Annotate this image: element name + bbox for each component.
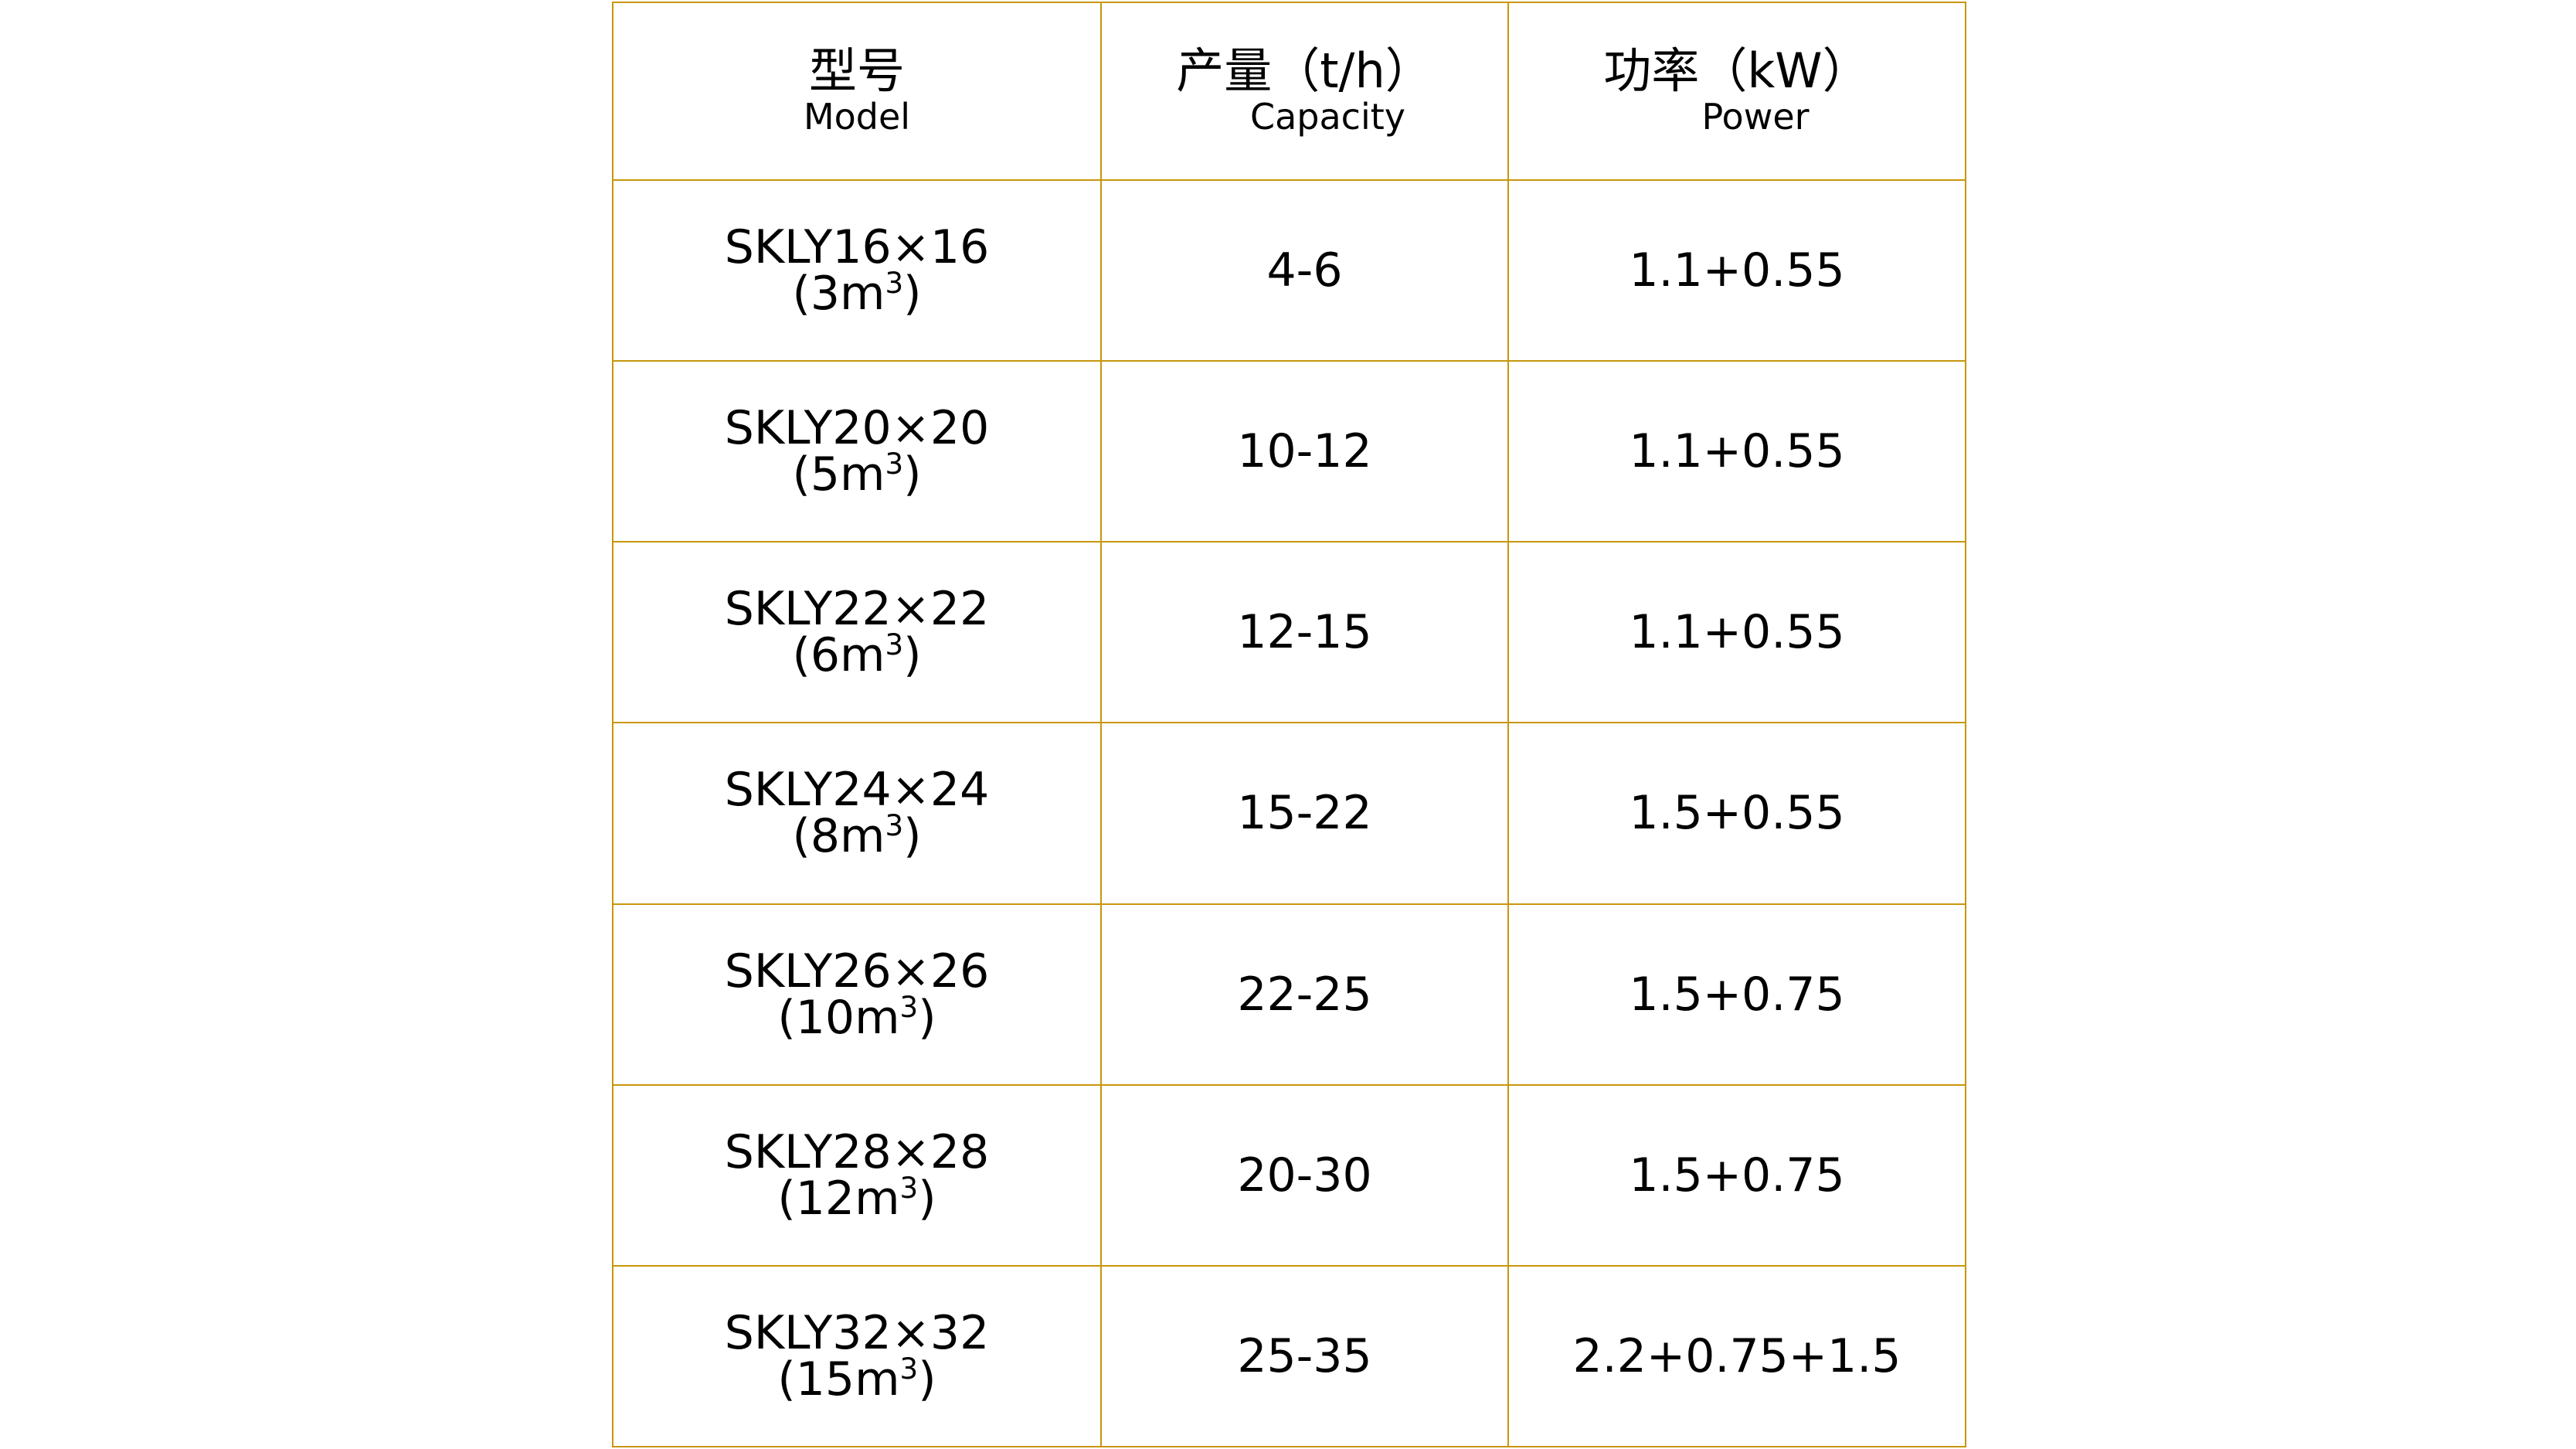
model-volume-close-paren: ) [918, 1352, 936, 1406]
table-body: SKLY16×16 (3m3) 4-6 1.1+0.55 SKLY20×20 (5m3) 1… [612, 179, 1966, 1448]
table-row: SKLY32×32 (15m3) 25-35 2.2+0.75+1.5 [612, 1264, 1966, 1448]
cell-power: 1.1+0.55 [1507, 360, 1966, 543]
model-volume: (12m3) [613, 1173, 1100, 1222]
cell-capacity: 15-22 [1100, 722, 1509, 905]
model-volume: (6m3) [613, 631, 1100, 679]
model-volume-close-paren: ) [903, 628, 922, 683]
cell-power: 1.5+0.75 [1507, 903, 1966, 1086]
model-volume-close-paren: ) [903, 447, 922, 502]
table-row: SKLY20×20 (5m3) 10-12 1.1+0.55 [612, 360, 1966, 543]
cell-capacity: 25-35 [1100, 1264, 1509, 1448]
model-volume: (5m3) [613, 450, 1100, 498]
cell-capacity: 10-12 [1100, 360, 1509, 543]
model-volume-exponent: 3 [885, 628, 904, 662]
table-row: SKLY26×26 (10m3) 22-25 1.5+0.75 [612, 903, 1966, 1086]
model-code: SKLY32×32 [724, 1305, 990, 1360]
model-code: SKLY16×16 [724, 220, 990, 275]
model-volume-exponent: 3 [885, 266, 904, 301]
header-row: 型号 Model 产量（t/h） Capacity 功率（kW） Power [612, 2, 1966, 181]
model-code: SKLY24×24 [724, 763, 990, 818]
column-header-model: 型号 Model [612, 2, 1102, 181]
model-volume-close-paren: ) [918, 1171, 936, 1226]
model-volume-value: (3m [792, 267, 885, 321]
cell-model: SKLY26×26 (10m3) [612, 903, 1102, 1086]
cell-power: 1.5+0.55 [1507, 722, 1966, 905]
model-volume-value: (5m [792, 447, 885, 502]
table-header: 型号 Model 产量（t/h） Capacity 功率（kW） Power [612, 2, 1966, 181]
model-volume-exponent: 3 [885, 808, 904, 843]
model-volume-close-paren: ) [903, 809, 922, 864]
model-volume-value: (6m [792, 628, 885, 683]
cell-capacity: 4-6 [1100, 179, 1509, 362]
model-volume-close-paren: ) [903, 267, 922, 321]
cell-model: SKLY22×22 (6m3) [612, 541, 1102, 724]
cell-model: SKLY28×28 (12m3) [612, 1083, 1102, 1267]
model-volume-value: (8m [792, 809, 885, 864]
cell-model: SKLY16×16 (3m3) [612, 179, 1102, 362]
table-row: SKLY16×16 (3m3) 4-6 1.1+0.55 [612, 179, 1966, 362]
column-header-model-cn: 型号 [808, 42, 905, 99]
model-volume-value: (10m [777, 990, 900, 1045]
table-row: SKLY24×24 (8m3) 15-22 1.5+0.55 [612, 722, 1966, 905]
model-volume-close-paren: ) [918, 990, 936, 1045]
model-volume-exponent: 3 [899, 989, 919, 1024]
model-code: SKLY22×22 [724, 582, 990, 637]
cell-model: SKLY24×24 (8m3) [612, 722, 1102, 905]
column-header-model-en: Model [803, 95, 911, 138]
cell-power: 1.5+0.75 [1507, 1083, 1966, 1267]
table-row: SKLY28×28 (12m3) 20-30 1.5+0.75 [612, 1083, 1966, 1267]
column-header-capacity-cn: 产量（t/h） [1176, 42, 1433, 99]
model-volume-value: (15m [777, 1352, 900, 1406]
cell-power: 1.1+0.55 [1507, 179, 1966, 362]
column-header-power: 功率（kW） Power [1507, 2, 1966, 181]
column-header-power-en: Power [1701, 95, 1810, 138]
model-volume-value: (12m [777, 1171, 900, 1226]
specification-table: 型号 Model 产量（t/h） Capacity 功率（kW） Power S… [612, 2, 1966, 1448]
cell-power: 1.1+0.55 [1507, 541, 1966, 724]
model-volume-exponent: 3 [885, 447, 904, 481]
column-header-power-cn: 功率（kW） [1603, 42, 1871, 99]
cell-capacity: 20-30 [1100, 1083, 1509, 1267]
model-volume: (15m3) [613, 1354, 1100, 1403]
column-header-capacity: 产量（t/h） Capacity [1100, 2, 1509, 181]
model-volume: (10m3) [613, 992, 1100, 1041]
table-row: SKLY22×22 (6m3) 12-15 1.1+0.55 [612, 541, 1966, 724]
model-volume-exponent: 3 [899, 1351, 919, 1386]
cell-model: SKLY20×20 (5m3) [612, 360, 1102, 543]
column-header-capacity-en: Capacity [1249, 95, 1406, 138]
cell-model: SKLY32×32 (15m3) [612, 1264, 1102, 1448]
model-volume-exponent: 3 [899, 1170, 919, 1205]
model-volume: (8m3) [613, 811, 1100, 860]
cell-capacity: 12-15 [1100, 541, 1509, 724]
cell-capacity: 22-25 [1100, 903, 1509, 1086]
model-volume: (3m3) [613, 268, 1100, 317]
model-code: SKLY28×28 [724, 1124, 990, 1179]
model-code: SKLY26×26 [724, 944, 990, 998]
model-code: SKLY20×20 [724, 401, 990, 456]
cell-power: 2.2+0.75+1.5 [1507, 1264, 1966, 1448]
